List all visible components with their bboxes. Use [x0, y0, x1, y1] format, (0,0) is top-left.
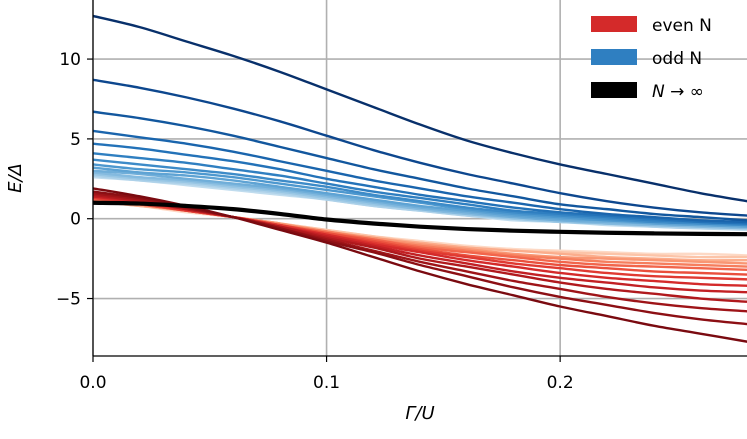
series-line-odd-2: [93, 110, 747, 222]
series-line-even-20: [93, 196, 747, 281]
legend-label-even: even N: [652, 16, 712, 36]
series-line-odd-4: [93, 142, 747, 225]
y-tick-label-0: −5: [56, 290, 81, 310]
legend-swatch-even: [591, 16, 637, 32]
y-axis-label: E/Δ: [5, 163, 26, 193]
y-tick-label-2: 5: [70, 130, 81, 150]
x-axis-label: Γ/U: [405, 403, 434, 424]
y-tick-label-1: 0: [70, 210, 81, 230]
series-line-odd-10: [93, 171, 747, 230]
series-line-even-14: [93, 187, 747, 343]
legend-label-limit: N → ∞: [652, 82, 704, 102]
series-line-odd-3: [93, 129, 747, 224]
series-lines: [93, 14, 747, 343]
series-line-odd-6: [93, 158, 747, 227]
legend-swatch-limit: [591, 82, 637, 98]
legend-label-odd: odd N: [652, 49, 702, 69]
x-tick-label-1: 0.1: [313, 373, 340, 393]
legend: even N odd N N → ∞: [591, 16, 712, 102]
legend-swatch-odd: [591, 49, 637, 65]
series-line-odd-0: [93, 14, 747, 203]
x-tick-label-0: 0.0: [79, 373, 106, 393]
series-line-limit-28: [93, 200, 747, 237]
y-tick-label-3: 10: [59, 50, 81, 70]
series-line-even-15: [93, 190, 747, 326]
ticks: 0.0 0.1 0.2 −5 0 5 10: [56, 50, 574, 393]
x-tick-label-2: 0.2: [547, 373, 574, 393]
series-line-odd-1: [93, 78, 747, 217]
series-line-odd-5: [93, 152, 747, 225]
